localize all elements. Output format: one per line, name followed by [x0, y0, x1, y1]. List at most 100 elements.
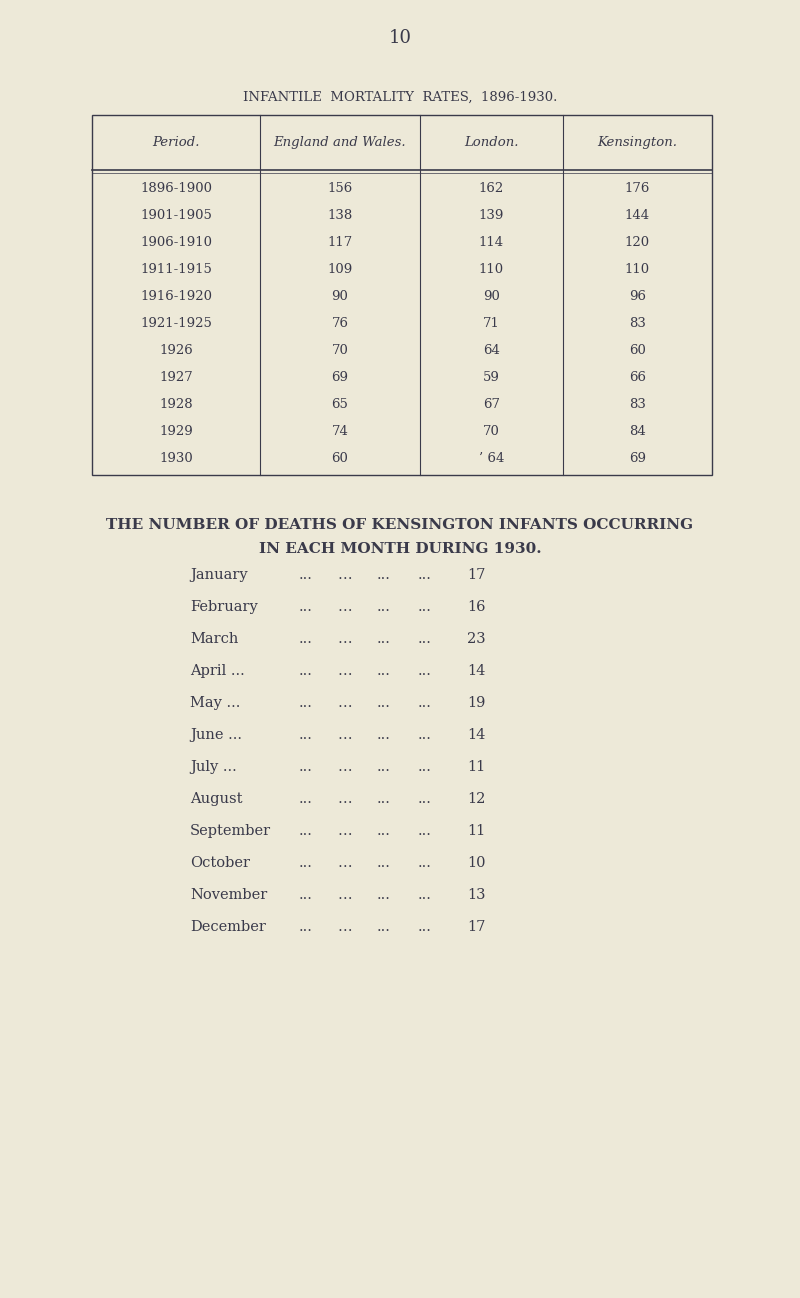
Text: ...: ... — [299, 632, 313, 646]
Text: 1911-1915: 1911-1915 — [140, 263, 212, 276]
Text: ...: ... — [377, 600, 391, 614]
Text: ...: ... — [377, 761, 391, 774]
Text: 90: 90 — [483, 289, 500, 302]
Text: …: … — [338, 824, 352, 839]
Text: 162: 162 — [479, 182, 504, 195]
Text: ...: ... — [418, 665, 432, 678]
Text: 83: 83 — [629, 398, 646, 411]
Text: 114: 114 — [479, 236, 504, 249]
Text: 109: 109 — [327, 263, 353, 276]
Text: ...: ... — [418, 888, 432, 902]
Text: ...: ... — [418, 696, 432, 710]
Text: INFANTILE  MORTALITY  RATES,  1896-1930.: INFANTILE MORTALITY RATES, 1896-1930. — [243, 91, 557, 104]
Bar — [92, 116, 712, 475]
Text: 110: 110 — [625, 263, 650, 276]
Text: 156: 156 — [327, 182, 353, 195]
Text: …: … — [338, 728, 352, 742]
Text: April ...: April ... — [190, 665, 245, 678]
Text: 64: 64 — [483, 344, 500, 357]
Text: …: … — [338, 888, 352, 902]
Text: October: October — [190, 855, 250, 870]
Text: …: … — [338, 792, 352, 806]
Text: ...: ... — [299, 920, 313, 935]
Text: ...: ... — [377, 855, 391, 870]
Text: August: August — [190, 792, 242, 806]
Text: 1896-1900: 1896-1900 — [140, 182, 212, 195]
Text: 76: 76 — [331, 317, 349, 330]
Text: January: January — [190, 569, 248, 582]
Text: 139: 139 — [479, 209, 504, 222]
Text: 59: 59 — [483, 371, 500, 384]
Text: 144: 144 — [625, 209, 650, 222]
Text: 10: 10 — [389, 29, 411, 47]
Text: ...: ... — [299, 600, 313, 614]
Text: ...: ... — [299, 696, 313, 710]
Text: 1929: 1929 — [159, 424, 193, 437]
Text: 120: 120 — [625, 236, 650, 249]
Text: 110: 110 — [479, 263, 504, 276]
Text: ...: ... — [377, 792, 391, 806]
Text: July ...: July ... — [190, 761, 237, 774]
Text: 96: 96 — [629, 289, 646, 302]
Text: 74: 74 — [331, 424, 349, 437]
Text: THE NUMBER OF DEATHS OF KENSINGTON INFANTS OCCURRING: THE NUMBER OF DEATHS OF KENSINGTON INFAN… — [106, 518, 694, 532]
Text: ...: ... — [377, 728, 391, 742]
Text: …: … — [338, 761, 352, 774]
Text: 60: 60 — [629, 344, 646, 357]
Text: 70: 70 — [483, 424, 500, 437]
Text: 1906-1910: 1906-1910 — [140, 236, 212, 249]
Text: 83: 83 — [629, 317, 646, 330]
Text: ...: ... — [418, 824, 432, 839]
Text: ...: ... — [418, 792, 432, 806]
Text: ...: ... — [418, 569, 432, 582]
Text: 1921-1925: 1921-1925 — [140, 317, 212, 330]
Text: ...: ... — [418, 920, 432, 935]
Text: February: February — [190, 600, 258, 614]
Text: 65: 65 — [331, 398, 349, 411]
Text: 60: 60 — [331, 452, 349, 465]
Text: 12: 12 — [467, 792, 486, 806]
Text: ...: ... — [377, 824, 391, 839]
Text: ...: ... — [418, 600, 432, 614]
Text: ...: ... — [299, 761, 313, 774]
Text: ...: ... — [418, 728, 432, 742]
Text: 1927: 1927 — [159, 371, 193, 384]
Text: 176: 176 — [625, 182, 650, 195]
Text: …: … — [338, 632, 352, 646]
Text: 117: 117 — [327, 236, 353, 249]
Text: 1901-1905: 1901-1905 — [140, 209, 212, 222]
Text: …: … — [338, 920, 352, 935]
Text: England and Wales.: England and Wales. — [274, 136, 406, 149]
Text: ...: ... — [377, 696, 391, 710]
Text: March: March — [190, 632, 238, 646]
Text: ...: ... — [299, 792, 313, 806]
Text: November: November — [190, 888, 267, 902]
Text: 14: 14 — [467, 665, 486, 678]
Text: Period.: Period. — [152, 136, 200, 149]
Text: ...: ... — [299, 855, 313, 870]
Text: ...: ... — [377, 920, 391, 935]
Text: 14: 14 — [467, 728, 486, 742]
Text: 19: 19 — [467, 696, 486, 710]
Text: September: September — [190, 824, 271, 839]
Text: ...: ... — [377, 569, 391, 582]
Text: ...: ... — [299, 569, 313, 582]
Text: 69: 69 — [331, 371, 349, 384]
Text: 17: 17 — [467, 920, 486, 935]
Text: ...: ... — [299, 888, 313, 902]
Text: London.: London. — [464, 136, 518, 149]
Text: IN EACH MONTH DURING 1930.: IN EACH MONTH DURING 1930. — [258, 543, 542, 556]
Text: ...: ... — [418, 855, 432, 870]
Text: 23: 23 — [467, 632, 486, 646]
Text: …: … — [338, 665, 352, 678]
Text: 13: 13 — [467, 888, 486, 902]
Text: June ...: June ... — [190, 728, 242, 742]
Text: Kensington.: Kensington. — [598, 136, 678, 149]
Text: 1930: 1930 — [159, 452, 193, 465]
Text: 10: 10 — [467, 855, 486, 870]
Text: …: … — [338, 600, 352, 614]
Text: ...: ... — [377, 632, 391, 646]
Text: 11: 11 — [467, 824, 486, 839]
Text: 17: 17 — [467, 569, 486, 582]
Text: 16: 16 — [467, 600, 486, 614]
